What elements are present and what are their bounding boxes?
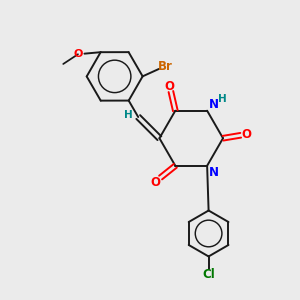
Text: Br: Br bbox=[158, 60, 173, 73]
Text: H: H bbox=[218, 94, 227, 104]
Text: N: N bbox=[208, 98, 219, 111]
Text: Cl: Cl bbox=[202, 268, 215, 281]
Text: O: O bbox=[73, 49, 83, 59]
Text: O: O bbox=[164, 80, 174, 93]
Text: O: O bbox=[150, 176, 160, 189]
Text: H: H bbox=[124, 110, 133, 120]
Text: O: O bbox=[241, 128, 251, 141]
Text: N: N bbox=[208, 166, 219, 179]
